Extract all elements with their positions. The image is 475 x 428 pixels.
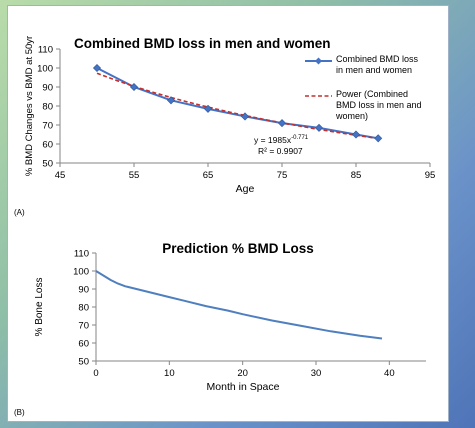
y-tick-label: 60 [78, 339, 89, 350]
x-tick-label: 10 [164, 368, 175, 379]
y-tick-label: 70 [42, 121, 53, 132]
y-tick-label: 70 [78, 321, 89, 332]
y-tick-label: 50 [42, 159, 53, 170]
y-tick-label: 50 [78, 357, 89, 368]
data-point-marker [351, 130, 361, 139]
data-point-marker [203, 104, 213, 113]
x-tick-label: 0 [93, 368, 98, 379]
data-point-marker [374, 134, 383, 143]
data-point-marker [277, 119, 287, 128]
x-tick-label: 40 [384, 368, 395, 379]
chart-b: 50 60 70 80 90 100 110 0 10 20 30 40 Prediction % BM… [34, 241, 426, 393]
legend-label-power-line1: Power (Combined [336, 89, 408, 99]
fit-equation: y = 1985x-0.771 [254, 135, 309, 145]
legend-marker-combined [315, 57, 322, 65]
x-tick-label: 20 [237, 368, 248, 379]
y-tick-label: 100 [73, 267, 89, 278]
y-tick-label: 60 [42, 140, 53, 151]
fit-r-squared: R² = 0.9907 [258, 146, 303, 156]
legend-label-power-line2: BMD loss in men and [336, 100, 422, 110]
chart-b-title: Prediction % BMD Loss [162, 241, 314, 256]
data-point-marker [314, 123, 324, 132]
chart-b-panel: 50 60 70 80 90 100 110 0 10 20 30 40 Prediction % BM… [8, 226, 448, 421]
data-point-marker [92, 63, 102, 73]
chart-a-title: Combined BMD loss in men and women [74, 36, 331, 51]
data-point-marker [166, 96, 176, 105]
y-tick-label: 100 [37, 64, 53, 75]
x-tick-label: 30 [311, 368, 322, 379]
figure-card: 50 60 70 80 90 100 110 45 55 65 75 85 95 Combined BMD… [7, 5, 449, 422]
chart-a-y-axis-label: % BMD Changes vs BMD at 50yr [24, 36, 35, 176]
chart-b-x-axis-label: Month in Space [207, 381, 280, 393]
legend-label-combined-line1: Combined BMD loss [336, 54, 419, 64]
data-point-marker [129, 82, 139, 92]
chart-b-y-axis-label: % Bone Loss [34, 278, 45, 337]
data-point-marker [240, 112, 250, 121]
x-tick-label: 65 [203, 170, 214, 181]
legend-label-combined-line2: in men and women [336, 65, 412, 75]
chart-a-panel: 50 60 70 80 90 100 110 45 55 65 75 85 95 Combined BMD… [8, 6, 448, 213]
x-tick-label: 55 [129, 170, 140, 181]
x-tick-label: 85 [351, 170, 362, 181]
chart-a-x-axis-label: Age [236, 183, 255, 195]
chart-a: 50 60 70 80 90 100 110 45 55 65 75 85 95 Combined BMD… [24, 36, 436, 195]
series-line-prediction [95, 270, 383, 340]
x-tick-label: 95 [425, 170, 436, 181]
legend-label-power-line3: women) [335, 111, 368, 121]
chart-b-panel-label: (B) [14, 408, 25, 417]
y-tick-label: 90 [42, 83, 53, 94]
y-tick-label: 80 [42, 102, 53, 113]
y-tick-label: 90 [78, 285, 89, 296]
chart-a-panel-label: (A) [14, 208, 25, 217]
y-tick-label: 80 [78, 303, 89, 314]
y-tick-label: 110 [74, 249, 89, 260]
x-tick-label: 45 [55, 170, 66, 181]
series-line-power-fit [96, 72, 379, 140]
x-tick-label: 75 [277, 170, 288, 181]
y-tick-label: 110 [38, 45, 53, 56]
